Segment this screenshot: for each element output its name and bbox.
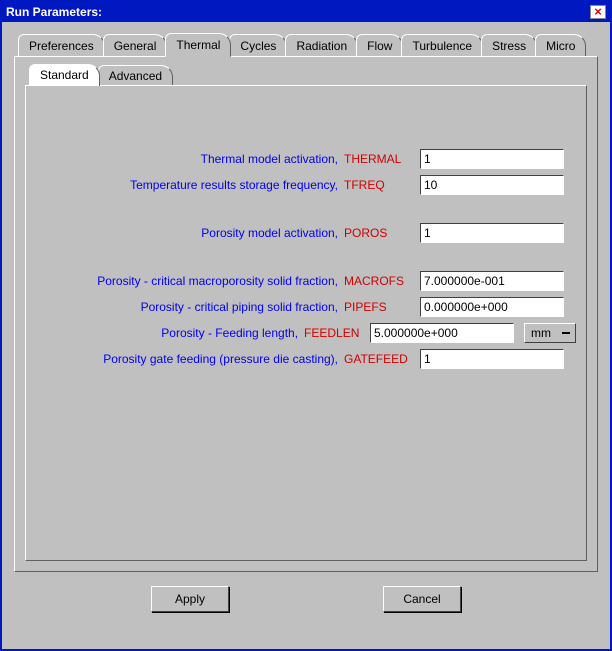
row-gatefeed: Porosity gate feeding (pressure die cast… (36, 346, 576, 372)
tab-preferences[interactable]: Preferences (18, 34, 105, 56)
input-pipefs[interactable] (420, 297, 564, 317)
button-row: Apply Cancel (14, 572, 598, 618)
input-feedlen[interactable] (370, 323, 514, 343)
tab-flow[interactable]: Flow (356, 34, 403, 56)
row-poros: Porosity model activation, POROS (36, 220, 576, 246)
code-gatefeed: GATEFEED (344, 352, 420, 366)
row-pipefs: Porosity - critical piping solid fractio… (36, 294, 576, 320)
tab-general[interactable]: General (103, 34, 168, 56)
label-gatefeed: Porosity gate feeding (pressure die cast… (36, 352, 344, 366)
label-feedlen: Porosity - Feeding length, (36, 326, 304, 340)
cancel-button[interactable]: Cancel (383, 586, 461, 612)
code-thermal: THERMAL (344, 152, 420, 166)
unit-feedlen-dropdown[interactable]: mm (524, 323, 576, 343)
tab-thermal[interactable]: Thermal (165, 33, 231, 57)
subtab-advanced[interactable]: Advanced (98, 65, 173, 85)
code-pipefs: PIPEFS (344, 300, 420, 314)
apply-button[interactable]: Apply (151, 586, 229, 612)
label-macrofs: Porosity - critical macroporosity solid … (36, 274, 344, 288)
input-tfreq[interactable] (420, 175, 564, 195)
sub-tabpanel: Thermal model activation, THERMAL Temper… (25, 85, 587, 561)
tab-stress[interactable]: Stress (481, 34, 537, 56)
input-poros[interactable] (420, 223, 564, 243)
input-thermal[interactable] (420, 149, 564, 169)
row-macrofs: Porosity - critical macroporosity solid … (36, 268, 576, 294)
code-poros: POROS (344, 226, 420, 240)
tab-cycles[interactable]: Cycles (229, 34, 287, 56)
tab-radiation[interactable]: Radiation (285, 34, 358, 56)
label-thermal: Thermal model activation, (36, 152, 344, 166)
label-tfreq: Temperature results storage frequency, (36, 178, 344, 192)
row-feedlen: Porosity - Feeding length, FEEDLEN mm (36, 320, 576, 346)
tab-turbulence[interactable]: Turbulence (401, 34, 483, 56)
code-tfreq: TFREQ (344, 178, 420, 192)
titlebar: Run Parameters: × (2, 2, 610, 22)
main-tabrow: Preferences General Thermal Cycles Radia… (18, 32, 598, 56)
input-gatefeed[interactable] (420, 349, 564, 369)
input-macrofs[interactable] (420, 271, 564, 291)
run-parameters-dialog: Run Parameters: × Preferences General Th… (0, 0, 612, 651)
label-poros: Porosity model activation, (36, 226, 344, 240)
sub-tabrow: Standard Advanced (29, 63, 587, 85)
close-icon[interactable]: × (590, 5, 606, 19)
code-macrofs: MACROFS (344, 274, 420, 288)
subtab-standard[interactable]: Standard (29, 64, 100, 86)
window-title: Run Parameters: (6, 5, 590, 19)
row-tfreq: Temperature results storage frequency, T… (36, 172, 576, 198)
code-feedlen: FEEDLEN (304, 326, 370, 340)
dialog-body: Preferences General Thermal Cycles Radia… (2, 22, 610, 649)
row-thermal: Thermal model activation, THERMAL (36, 146, 576, 172)
tab-micro[interactable]: Micro (535, 34, 586, 56)
main-tabpanel: Standard Advanced Thermal model activati… (14, 56, 598, 572)
label-pipefs: Porosity - critical piping solid fractio… (36, 300, 344, 314)
